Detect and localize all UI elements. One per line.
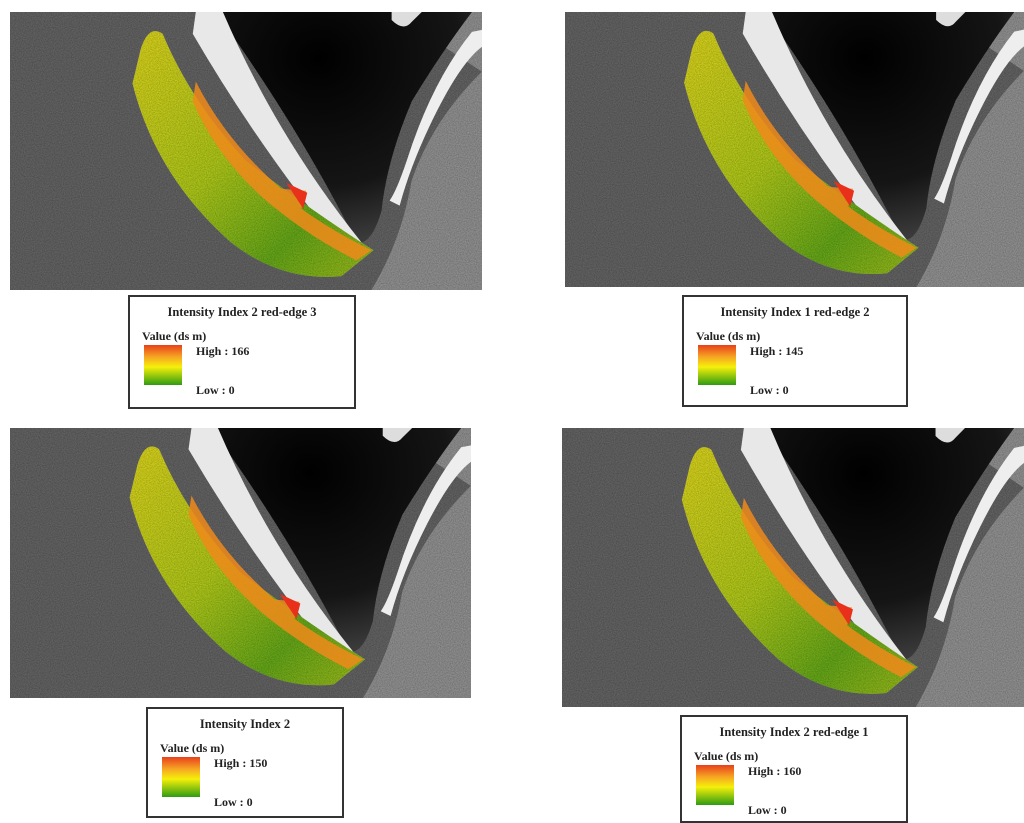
legend-high: High : 150 — [214, 756, 267, 771]
satellite-map — [10, 428, 471, 698]
legend-low: Low : 0 — [748, 803, 787, 818]
legend-low: Low : 0 — [750, 383, 789, 398]
satellite-map — [10, 12, 482, 290]
legend-title: Intensity Index 1 red-edge 2 — [684, 305, 906, 320]
legend-high: High : 166 — [196, 344, 249, 359]
color-ramp — [698, 345, 736, 385]
legend-high: High : 160 — [748, 764, 801, 779]
legend-value-label: Value (ds m) — [142, 329, 206, 344]
legend: Intensity Index 2 red-edge 3 Value (ds m… — [128, 295, 356, 409]
legend-title: Intensity Index 2 — [148, 717, 342, 732]
color-ramp — [696, 765, 734, 805]
satellite-map — [565, 12, 1024, 287]
legend: Intensity Index 2 Value (ds m) High : 15… — [146, 707, 344, 818]
satellite-map — [562, 428, 1024, 707]
legend-value-label: Value (ds m) — [160, 741, 224, 756]
legend-value-label: Value (ds m) — [694, 749, 758, 764]
color-ramp — [162, 757, 200, 797]
legend: Intensity Index 1 red-edge 2 Value (ds m… — [682, 295, 908, 407]
color-ramp — [144, 345, 182, 385]
legend-title: Intensity Index 2 red-edge 1 — [682, 725, 906, 740]
legend-low: Low : 0 — [214, 795, 253, 810]
legend-value-label: Value (ds m) — [696, 329, 760, 344]
legend: Intensity Index 2 red-edge 1 Value (ds m… — [680, 715, 908, 823]
figure: Intensity Index 2 red-edge 3 Value (ds m… — [0, 0, 1024, 823]
legend-low: Low : 0 — [196, 383, 235, 398]
legend-high: High : 145 — [750, 344, 803, 359]
legend-title: Intensity Index 2 red-edge 3 — [130, 305, 354, 320]
